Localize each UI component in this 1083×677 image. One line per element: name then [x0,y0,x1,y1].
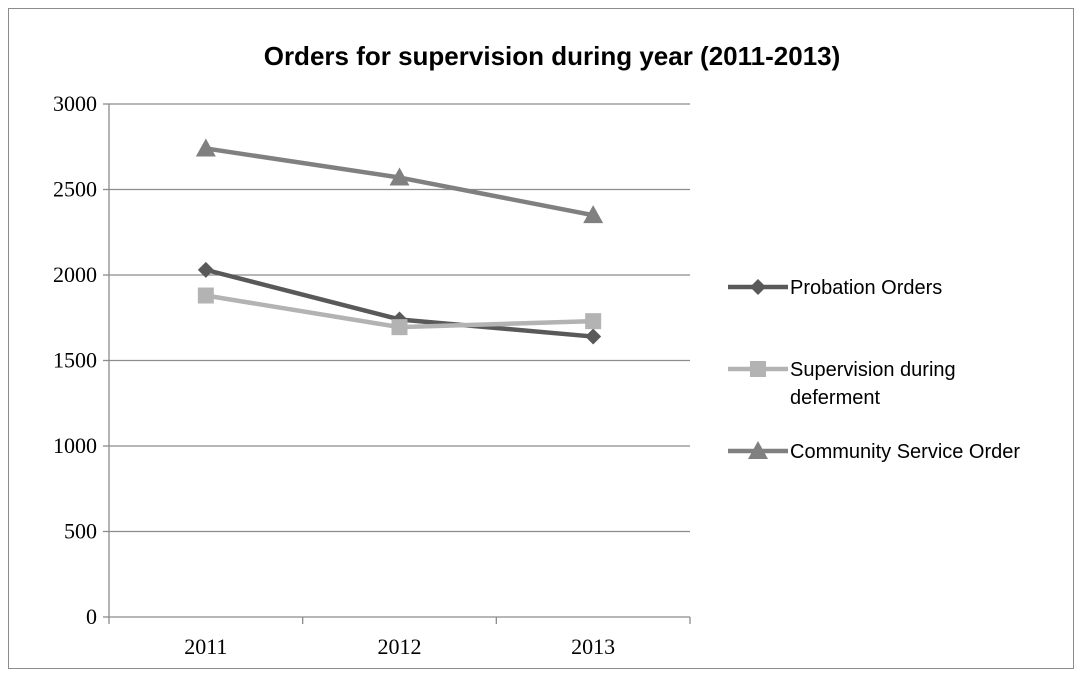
line-chart: Orders for supervision during year (2011… [53,41,1020,659]
data-point-probation-orders [585,328,602,345]
x-tick-label: 2011 [184,634,227,659]
legend: Probation Orders Supervision during deferm… [728,277,1020,463]
x-tick-label: 2012 [378,634,422,659]
data-point-supervision-during-deferment [391,319,408,336]
data-point-community-service-order [389,167,410,186]
legend-marker-supervision-during-deferment [750,361,766,377]
data-point-supervision-during-deferment [197,287,214,304]
y-tick-label: 500 [64,519,97,544]
y-tick-label: 0 [86,604,97,629]
legend-label-supervision-during-deferment: deferment [790,387,880,409]
legend-marker-probation-orders [750,279,766,295]
data-point-supervision-during-deferment [585,313,602,330]
y-tick-label: 1000 [53,433,97,458]
data-point-community-service-order [195,138,216,157]
chart-title: Orders for supervision during year (2011… [264,41,841,71]
y-tick-label: 1500 [53,348,97,373]
legend-marker-community-service-order [748,441,768,459]
y-tick-label: 3000 [53,91,97,116]
legend-label-community-service-order: Community Service Order [790,441,1020,463]
axes: 0 500 1000 1500 2000 2500 3000 2011 2012 2013 [53,91,691,659]
legend-label-supervision-during-deferment: Supervision during [790,359,956,381]
series-layer [195,138,604,345]
data-point-probation-orders [197,261,214,278]
x-tick-label: 2013 [571,634,615,659]
y-tick-label: 2000 [53,262,97,287]
chart-frame: Orders for supervision during year (2011… [8,8,1074,669]
y-tick-label: 2500 [53,177,97,202]
legend-label-probation-orders: Probation Orders [790,277,942,299]
data-point-community-service-order [583,205,604,224]
